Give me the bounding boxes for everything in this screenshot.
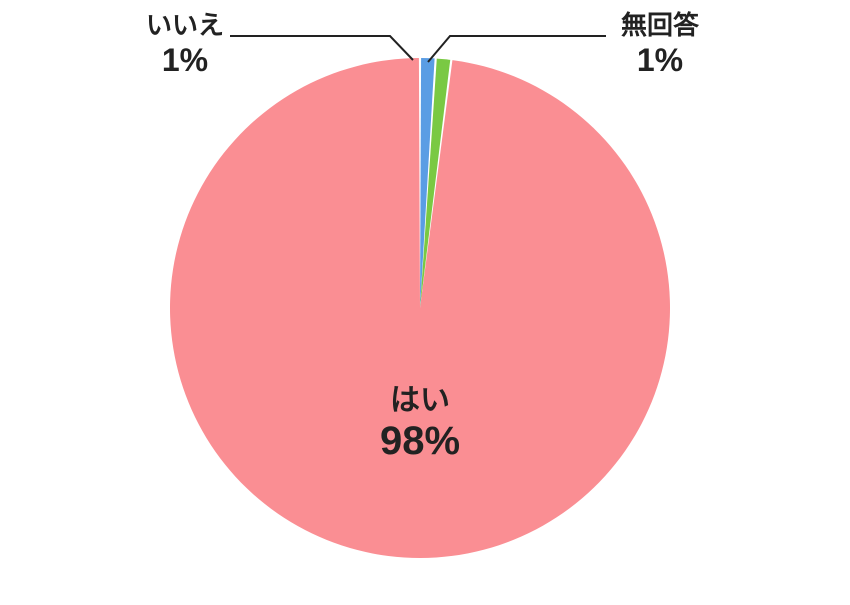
pie-svg: [0, 0, 850, 600]
label-pct: 1%: [600, 41, 720, 79]
external-label: 無回答1%: [600, 10, 720, 80]
leader-line: [428, 36, 606, 62]
leader-line: [230, 36, 413, 60]
pie-slice: [170, 58, 670, 558]
main-label-name: はい: [340, 375, 500, 419]
label-pct: 1%: [125, 41, 245, 79]
label-name: いいえ: [125, 10, 245, 41]
main-label: はい98%: [340, 375, 500, 464]
pie-chart: いいえ1%無回答1%はい98%: [0, 0, 850, 600]
main-label-pct: 98%: [340, 419, 500, 464]
label-name: 無回答: [600, 10, 720, 41]
external-label: いいえ1%: [125, 10, 245, 80]
